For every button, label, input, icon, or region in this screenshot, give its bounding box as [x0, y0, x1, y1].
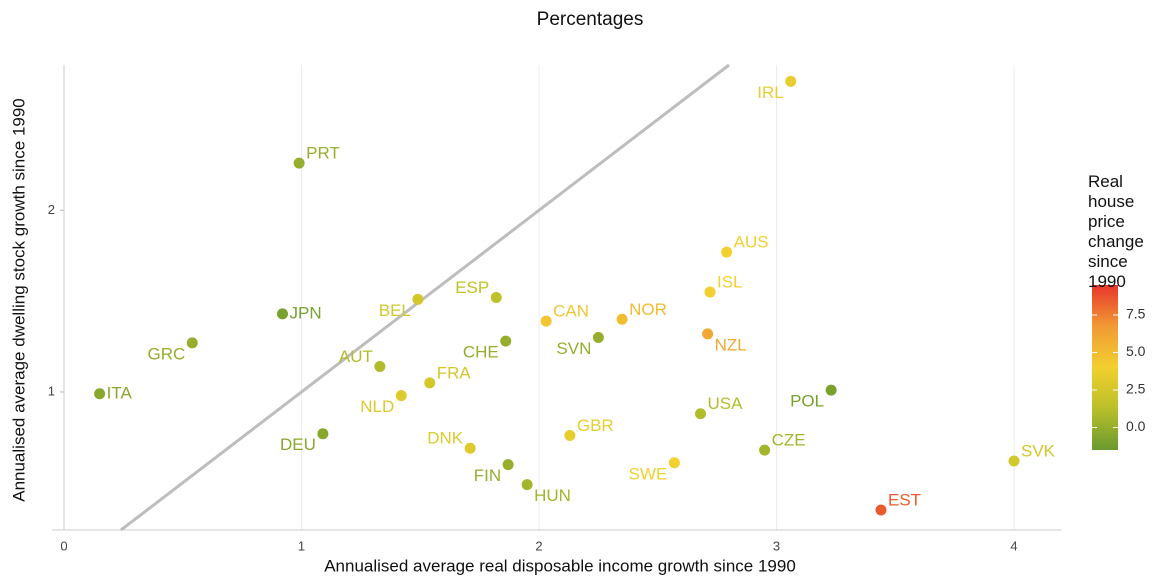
y-axis-label: Annualised average dwelling stock growth…: [9, 98, 28, 502]
point-label: NLD: [360, 397, 394, 416]
colorbar-tick-label: 0.0: [1126, 418, 1146, 434]
point-label: CHE: [463, 343, 499, 362]
x-tick-label: 2: [535, 538, 542, 553]
point-label: SVN: [556, 339, 591, 358]
point: [785, 75, 797, 87]
point: [502, 459, 514, 471]
point-label: BEL: [379, 301, 411, 320]
point: [825, 384, 837, 396]
point-label: GBR: [577, 416, 614, 435]
point-label: ITA: [107, 383, 133, 402]
point-label: PRT: [306, 144, 340, 163]
point: [317, 428, 329, 440]
x-tick-label: 3: [773, 538, 780, 553]
point: [704, 286, 716, 298]
point-label: NOR: [629, 300, 667, 319]
colorbar: [1092, 285, 1118, 450]
point: [94, 388, 106, 400]
point-label: DEU: [280, 435, 316, 454]
reference-line: [120, 63, 730, 532]
y-tick-label: 1: [48, 383, 55, 398]
x-tick-label: 1: [298, 538, 305, 553]
point-label: JPN: [290, 303, 322, 322]
point-label: DNK: [427, 429, 464, 448]
point-label: CZE: [772, 431, 806, 450]
point-label: GRC: [147, 344, 185, 363]
point: [695, 408, 706, 420]
point-label: NZL: [715, 335, 747, 354]
point-label: AUS: [734, 233, 769, 252]
point: [464, 442, 476, 454]
point-label: FIN: [474, 466, 501, 485]
x-axis-label: Annualised average real disposable incom…: [324, 556, 796, 575]
point: [186, 337, 198, 349]
point: [374, 361, 386, 373]
point-label: ISL: [717, 273, 743, 292]
point: [293, 157, 305, 169]
colorbar-tick-label: 2.5: [1126, 381, 1146, 397]
point: [395, 390, 407, 402]
chart-title: Percentages: [537, 9, 644, 30]
point-label: POL: [790, 392, 824, 411]
point: [875, 504, 887, 516]
point: [424, 377, 436, 389]
point: [702, 328, 714, 340]
point: [500, 335, 512, 347]
point-label: SVK: [1021, 441, 1056, 460]
point-label: ESP: [455, 278, 489, 297]
point: [564, 430, 576, 442]
point-label: AUT: [339, 347, 373, 366]
point: [521, 479, 533, 491]
point-label: EST: [888, 491, 921, 510]
point-label: CAN: [553, 302, 589, 321]
point: [721, 246, 733, 258]
point-label: HUN: [534, 486, 571, 505]
point: [412, 293, 424, 305]
colorbar-tick-label: 5.0: [1126, 343, 1146, 359]
point-label: IRL: [757, 83, 783, 102]
point: [616, 313, 628, 325]
point: [592, 331, 604, 343]
colorbar-tick-label: 7.5: [1126, 306, 1146, 322]
point-label: SWE: [629, 464, 668, 483]
x-tick-label: 0: [60, 538, 67, 553]
x-tick-label: 4: [1010, 538, 1017, 553]
point-label: FRA: [437, 363, 472, 382]
point: [668, 457, 680, 469]
point: [759, 444, 771, 456]
point: [490, 292, 502, 303]
point: [277, 308, 288, 320]
point-label: USA: [708, 394, 744, 413]
point: [540, 315, 552, 327]
y-tick-label: 2: [48, 202, 55, 217]
point: [1008, 455, 1020, 467]
colorbar-title: Real house price change since 1990: [1088, 172, 1144, 291]
